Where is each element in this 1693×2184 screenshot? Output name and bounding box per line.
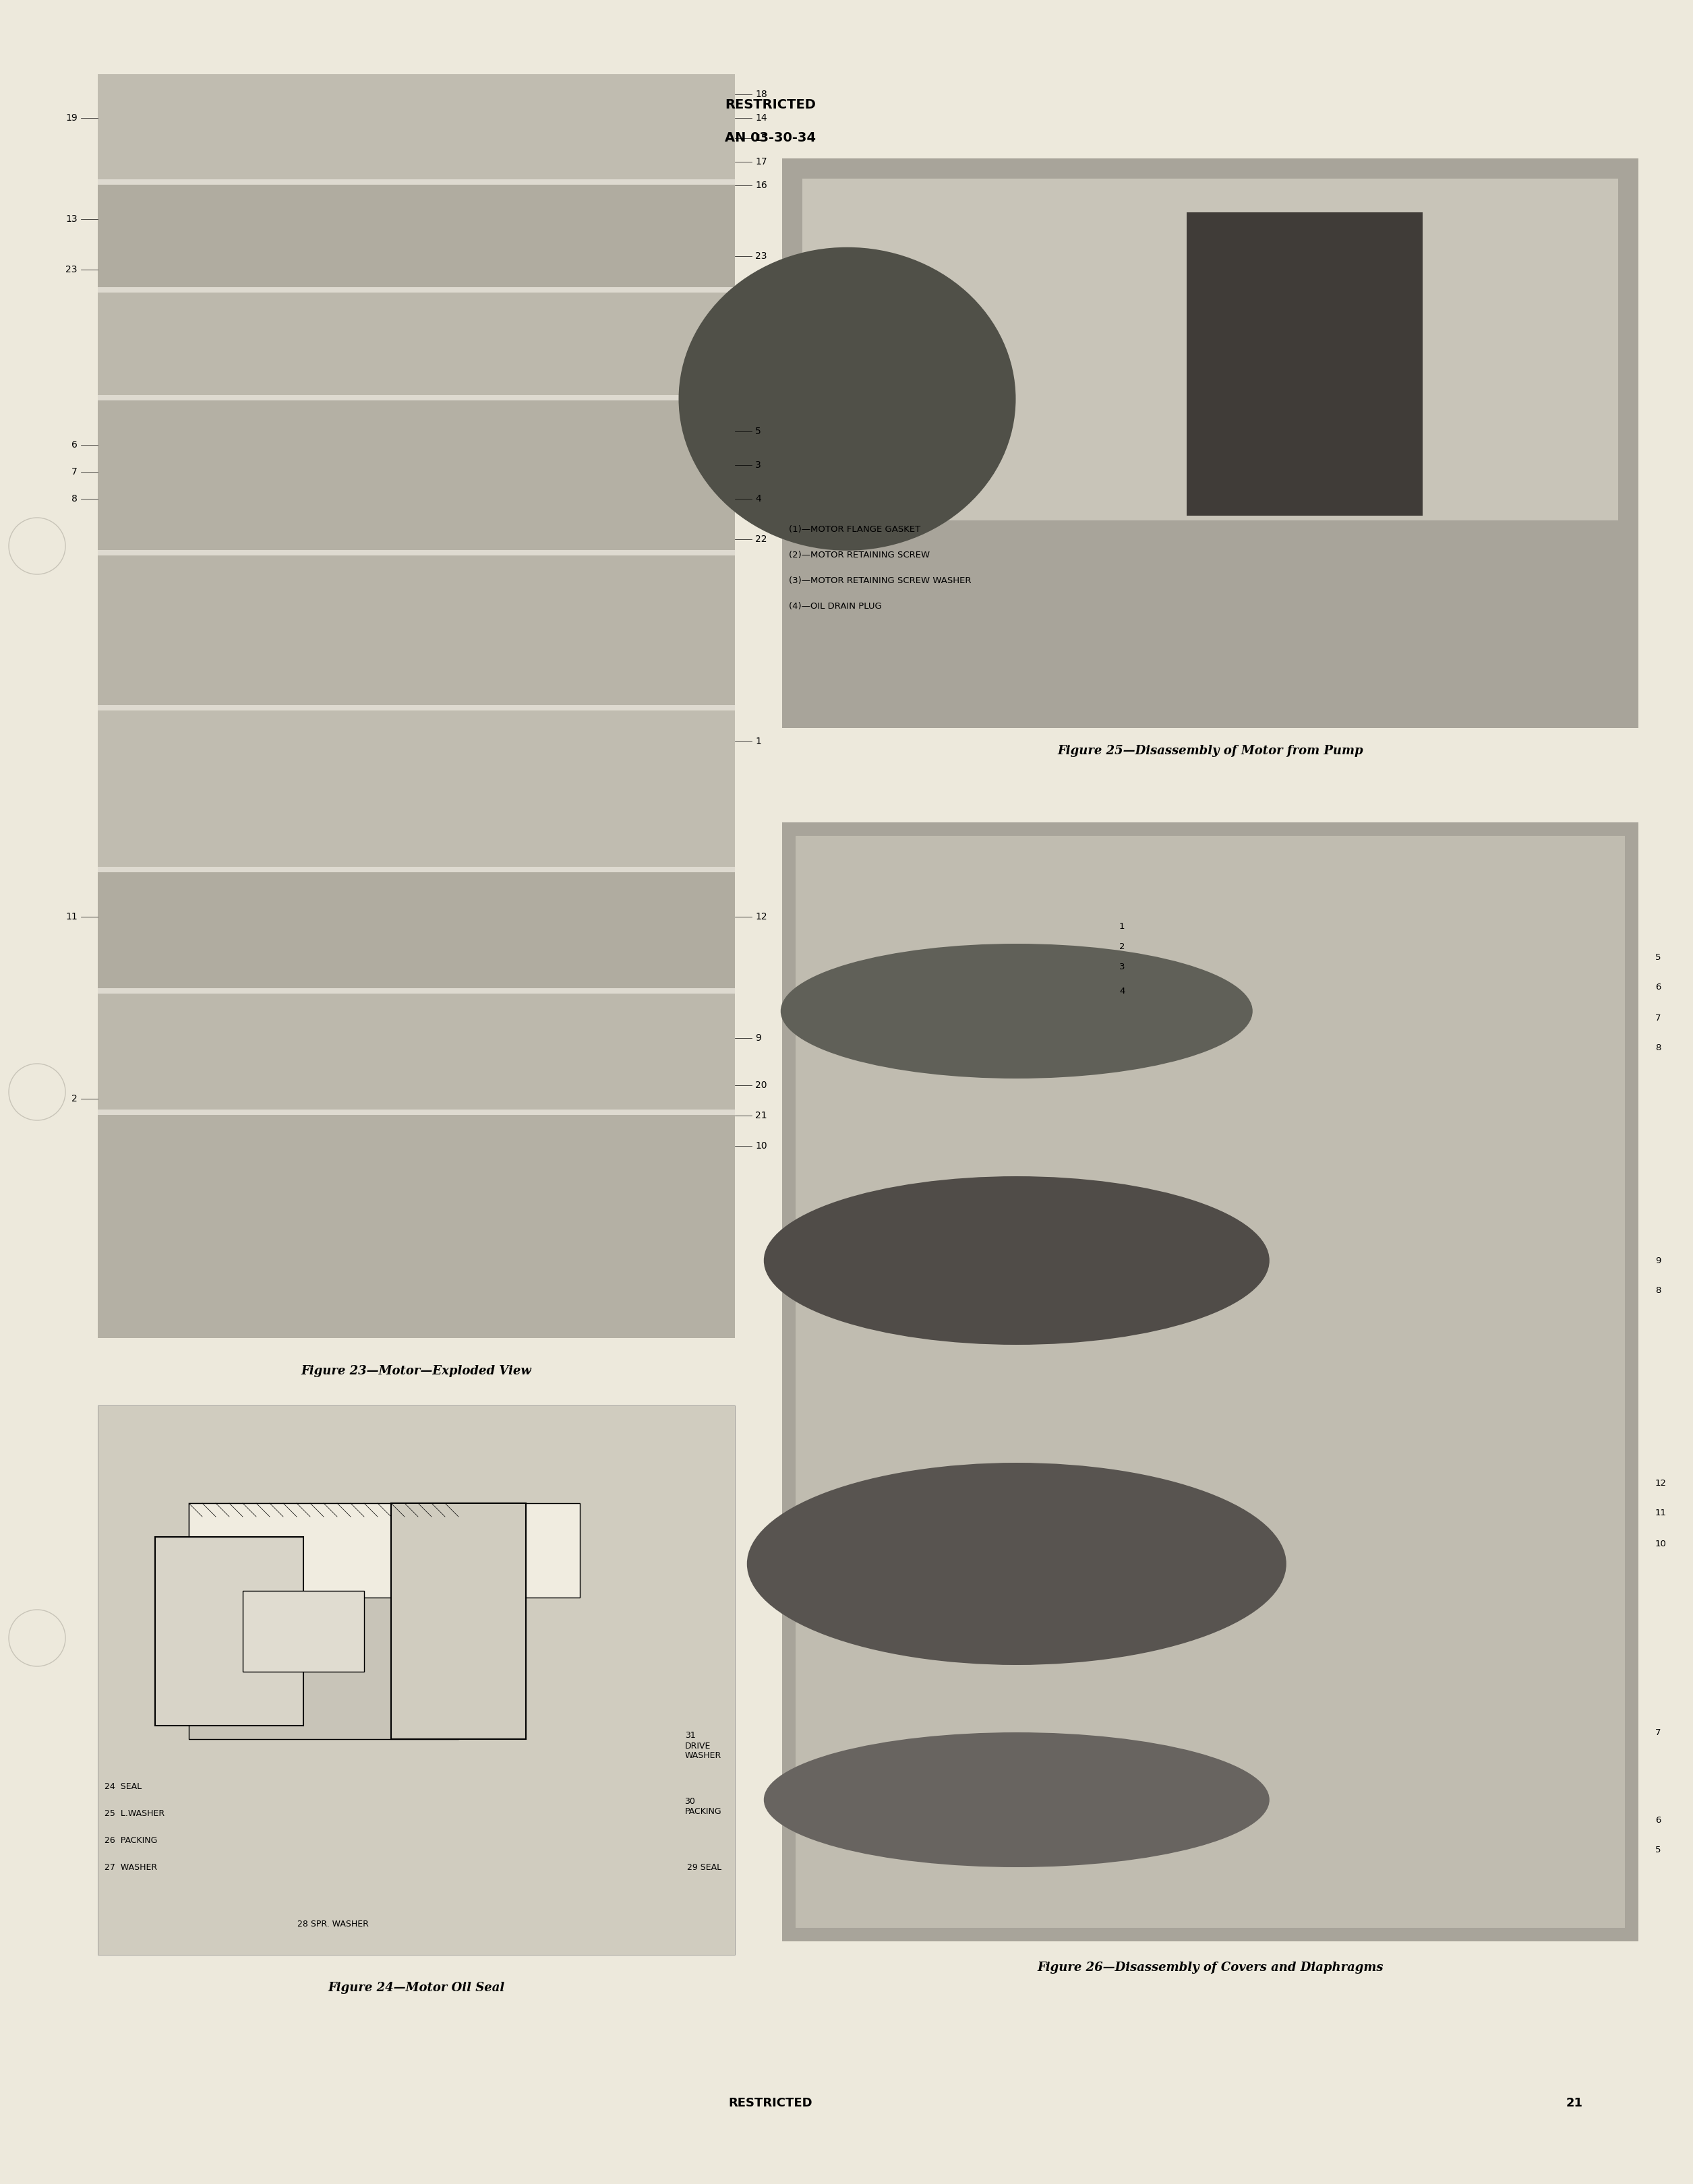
Bar [98, 869, 735, 992]
Ellipse shape [764, 1177, 1270, 1345]
Circle shape [8, 1610, 66, 1666]
Text: 5: 5 [755, 426, 762, 437]
Text: 26  PACKING: 26 PACKING [105, 1837, 157, 1845]
Text: 7: 7 [1656, 1013, 1661, 1022]
Text: 4: 4 [755, 494, 762, 505]
Bar [98, 179, 735, 186]
Text: 16: 16 [755, 181, 767, 190]
Text: 9: 9 [1656, 1256, 1661, 1265]
Bar [98, 290, 735, 397]
Text: 18: 18 [755, 90, 767, 98]
Text: 27  WASHER: 27 WASHER [105, 1863, 157, 1872]
Text: 22: 22 [755, 535, 767, 544]
Text: 6: 6 [71, 441, 78, 450]
Text: 8: 8 [1656, 1286, 1661, 1295]
Text: 28 SPR. WASHER: 28 SPR. WASHER [298, 1920, 369, 1928]
Bar [98, 397, 735, 553]
Text: 24  SEAL: 24 SEAL [105, 1782, 142, 1791]
Bar [98, 1112, 735, 1339]
Text: 14: 14 [755, 114, 767, 122]
Bar [98, 395, 735, 400]
Bar [802, 179, 1619, 520]
Text: 3: 3 [1119, 963, 1124, 972]
Text: 12: 12 [755, 913, 767, 922]
Text: 31
DRIVE
WASHER: 31 DRIVE WASHER [686, 1732, 721, 1760]
Text: 1: 1 [755, 736, 762, 747]
Bar [98, 708, 735, 869]
Bar [98, 705, 735, 710]
Text: 5: 5 [1656, 1845, 1661, 1854]
Bar [1187, 212, 1422, 515]
Bar [98, 992, 735, 1112]
Text: 21: 21 [1566, 2097, 1583, 2110]
Text: Figure 25—Disassembly of Motor from Pump: Figure 25—Disassembly of Motor from Pump [1058, 745, 1363, 758]
Text: (1)—MOTOR FLANGE GASKET: (1)—MOTOR FLANGE GASKET [789, 524, 921, 533]
Ellipse shape [764, 1732, 1270, 1867]
Text: 8: 8 [71, 494, 78, 505]
Text: RESTRICTED: RESTRICTED [728, 2097, 813, 2110]
Ellipse shape [747, 1463, 1287, 1664]
Text: 25  L.WASHER: 25 L.WASHER [105, 1808, 164, 1817]
Text: RESTRICTED: RESTRICTED [725, 98, 816, 111]
Text: (2)—MOTOR RETAINING SCREW: (2)—MOTOR RETAINING SCREW [789, 550, 929, 559]
Bar [242, 1590, 364, 1671]
Bar [98, 550, 735, 555]
Bar [98, 74, 735, 181]
Text: 10: 10 [1656, 1540, 1666, 1548]
Circle shape [8, 518, 66, 574]
Text: 11: 11 [66, 913, 78, 922]
Text: 19: 19 [66, 114, 78, 122]
Bar [98, 181, 735, 290]
Bar [98, 1109, 735, 1114]
Text: 5: 5 [1656, 952, 1661, 961]
Text: 11: 11 [1656, 1509, 1666, 1518]
Text: 8: 8 [1656, 1044, 1661, 1053]
Text: Figure 24—Motor Oil Seal: Figure 24—Motor Oil Seal [328, 1981, 505, 1994]
Text: 20: 20 [755, 1081, 767, 1090]
Bar [190, 1503, 459, 1738]
Text: 12: 12 [1656, 1479, 1666, 1487]
Text: 13: 13 [66, 214, 78, 223]
Ellipse shape [679, 247, 1016, 550]
Bar [98, 553, 735, 708]
Text: 17: 17 [755, 157, 767, 166]
Text: Figure 26—Disassembly of Covers and Diaphragms: Figure 26—Disassembly of Covers and Diap… [1038, 1961, 1383, 1974]
Text: 2: 2 [1119, 943, 1124, 952]
Bar [391, 1503, 527, 1738]
Bar [98, 987, 735, 994]
Text: (3)—MOTOR RETAINING SCREW WASHER: (3)—MOTOR RETAINING SCREW WASHER [789, 577, 972, 585]
Bar [98, 286, 735, 293]
Bar [98, 867, 735, 871]
Text: 6: 6 [1656, 983, 1661, 992]
Text: Figure 23—Motor—Exploded View: Figure 23—Motor—Exploded View [301, 1365, 532, 1378]
Text: 10: 10 [755, 1142, 767, 1151]
Text: 30
PACKING: 30 PACKING [684, 1797, 721, 1815]
Bar [98, 1406, 735, 1955]
Ellipse shape [780, 943, 1253, 1079]
Text: 3: 3 [755, 461, 762, 470]
Text: (4)—OIL DRAIN PLUG: (4)—OIL DRAIN PLUG [789, 603, 882, 612]
Text: 15: 15 [755, 133, 767, 142]
Text: 23: 23 [66, 264, 78, 275]
Text: 4: 4 [1119, 987, 1124, 996]
Bar [782, 823, 1639, 1942]
Bar [156, 1538, 303, 1725]
Bar [796, 836, 1625, 1928]
Text: 1: 1 [1119, 922, 1124, 930]
Text: 7: 7 [1656, 1728, 1661, 1736]
Text: 2: 2 [71, 1094, 78, 1103]
Text: 21: 21 [755, 1112, 767, 1120]
Bar [190, 1503, 579, 1597]
Text: 23: 23 [755, 251, 767, 260]
Text: 29 SEAL: 29 SEAL [687, 1863, 721, 1872]
Text: AN 03-30-34: AN 03-30-34 [725, 131, 816, 144]
Bar [782, 159, 1639, 727]
Text: 9: 9 [755, 1033, 762, 1042]
Text: 7: 7 [71, 467, 78, 476]
Circle shape [8, 1064, 66, 1120]
Text: 6: 6 [1656, 1815, 1661, 1824]
Bar [98, 74, 735, 1339]
